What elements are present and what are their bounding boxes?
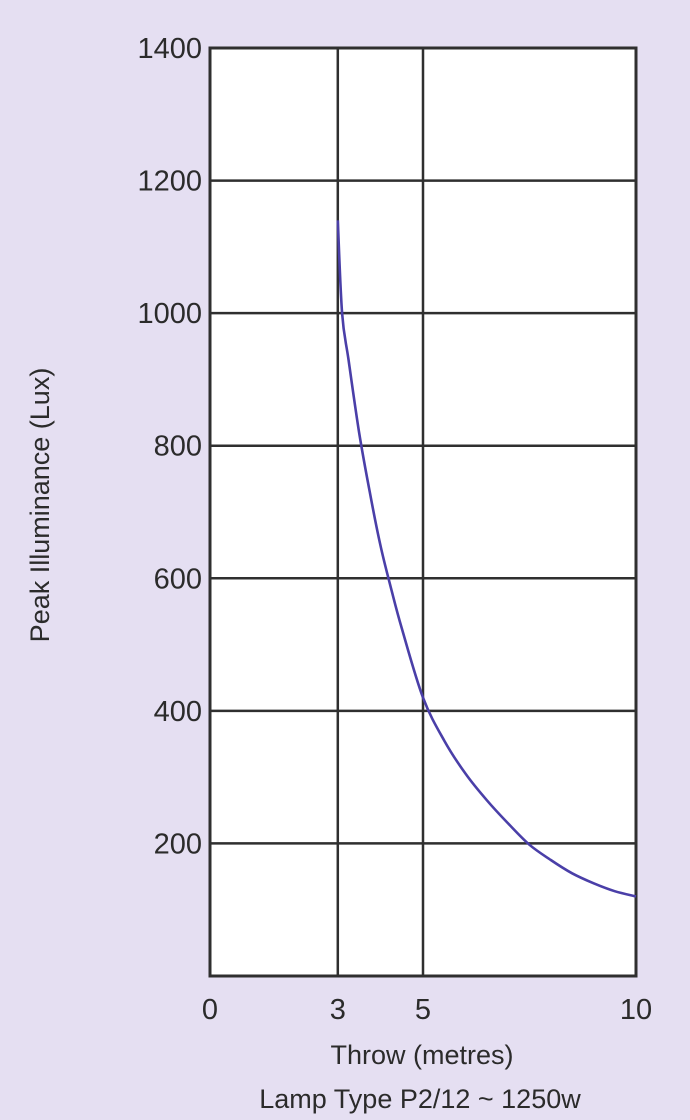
x-tick-label: 10 — [620, 994, 652, 1026]
series-line — [336, 220, 637, 898]
x-tick-label: 0 — [202, 994, 218, 1026]
x-tick-label: 5 — [415, 994, 431, 1026]
y-tick-labels: 200 400 600 800 1000 1200 1400 — [137, 33, 202, 860]
y-axis-label: Peak Illuminance (Lux) — [25, 368, 55, 643]
y-tick-label: 600 — [154, 563, 202, 595]
y-tick-label: 200 — [154, 828, 202, 860]
plot-frame — [208, 46, 638, 978]
y-tick-label: 1200 — [137, 166, 202, 198]
x-tick-label: 3 — [330, 994, 346, 1026]
y-tick-label: 400 — [154, 696, 202, 728]
y-tick-label: 800 — [154, 431, 202, 463]
chart-caption: Lamp Type P2/12 ~ 1250w — [259, 1084, 581, 1114]
x-tick-labels: 0 3 5 10 — [202, 994, 652, 1026]
series-layer — [336, 220, 637, 898]
y-tick-label: 1000 — [137, 298, 202, 330]
y-tick-label: 1400 — [137, 33, 202, 65]
x-axis-label: Throw (metres) — [330, 1040, 513, 1070]
